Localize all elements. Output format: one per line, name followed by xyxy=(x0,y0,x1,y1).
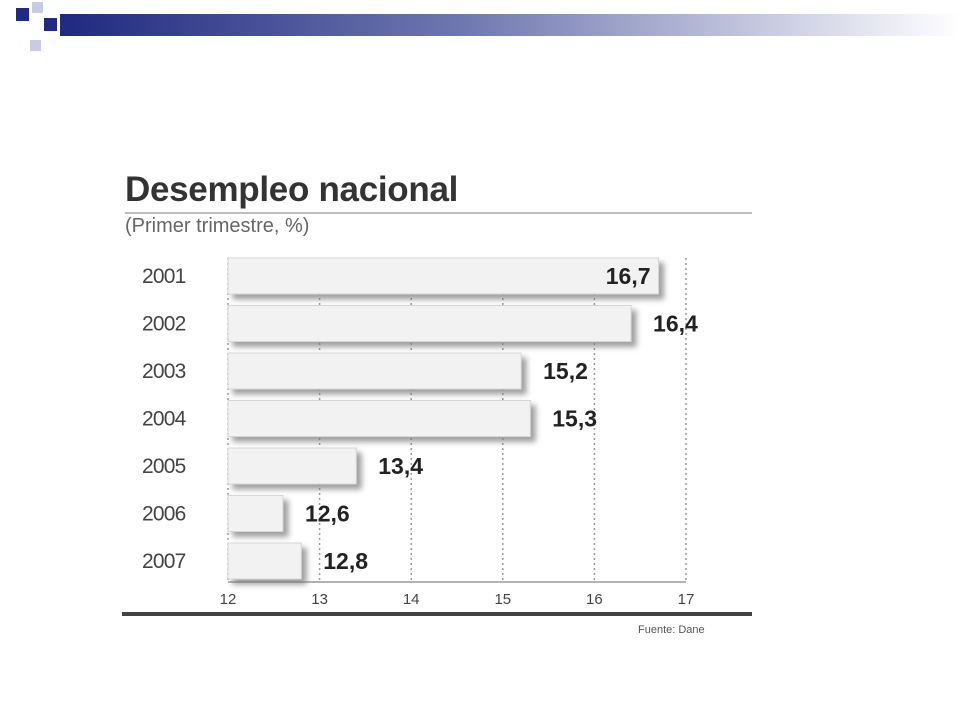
x-tick-label: 16 xyxy=(586,591,603,608)
category-label: 2006 xyxy=(142,503,186,526)
bar xyxy=(227,447,357,485)
x-tick-label: 13 xyxy=(311,591,328,608)
data-label: 13,4 xyxy=(378,453,423,479)
x-axis: 12 13 14 15 16 17 xyxy=(220,581,695,608)
bar xyxy=(227,305,632,342)
slide-decoration-square xyxy=(30,40,41,51)
category-label: 2005 xyxy=(142,455,186,478)
slide-gradient-band xyxy=(60,14,960,36)
x-tick-label: 14 xyxy=(403,591,420,608)
chart-labels: 2001 16,7 2002 16,4 2003 15,2 2004 15,3 2005 13,4… xyxy=(142,263,698,574)
slide-decoration-square xyxy=(32,2,43,13)
category-label: 2007 xyxy=(142,550,186,573)
category-label: 2002 xyxy=(142,313,186,336)
title-divider xyxy=(125,212,752,214)
x-tick-label: 15 xyxy=(494,591,511,608)
x-tick-label: 17 xyxy=(678,591,695,608)
data-label: 15,2 xyxy=(543,358,588,384)
data-label: 12,6 xyxy=(305,501,350,527)
bottom-divider xyxy=(122,612,752,616)
bar xyxy=(227,542,302,580)
category-label: 2004 xyxy=(142,408,187,431)
x-tick-label: 12 xyxy=(220,591,237,608)
category-label: 2001 xyxy=(142,265,186,288)
bar xyxy=(227,400,531,437)
bar xyxy=(227,257,660,295)
bar xyxy=(227,352,522,390)
data-label: 16,4 xyxy=(653,311,698,337)
data-label: 16,7 xyxy=(606,263,651,289)
chart-subtitle: (Primer trimestre, %) xyxy=(125,215,310,237)
data-label: 15,3 xyxy=(552,406,597,432)
bar xyxy=(227,495,284,532)
slide-decoration-square xyxy=(44,18,57,31)
bar-series xyxy=(227,257,660,580)
chart-title: Desempleo nacional xyxy=(125,170,459,209)
slide-decoration-square xyxy=(16,8,29,21)
slide-header-band xyxy=(0,0,960,51)
chart-source: Fuente: Dane xyxy=(638,624,705,636)
category-label: 2003 xyxy=(142,360,186,383)
data-label: 12,8 xyxy=(323,548,368,574)
